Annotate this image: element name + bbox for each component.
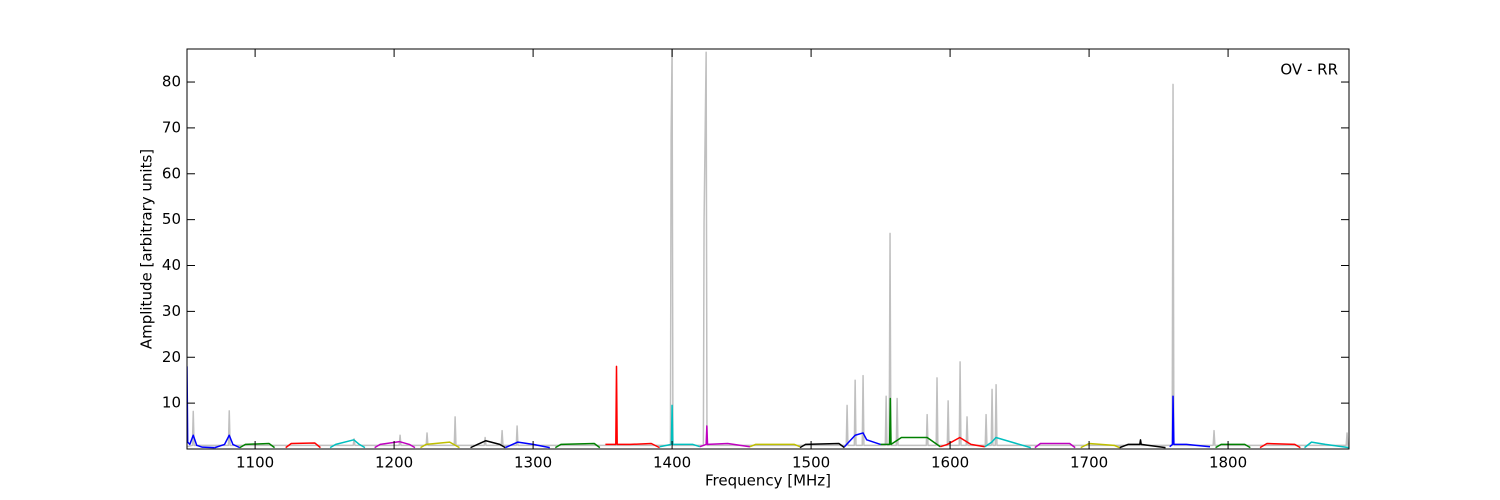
spectrum-line: [420, 441, 460, 449]
x-tick-label: 1100: [236, 454, 274, 472]
spectrum-line: [329, 439, 366, 449]
x-tick-label: 1600: [931, 454, 969, 472]
annotation: OV - RR: [1280, 61, 1338, 79]
y-tick-label: 10: [162, 394, 181, 412]
spectrum-line: [1304, 441, 1349, 449]
spectrum-line: [749, 443, 801, 448]
spectrum-line: [605, 365, 660, 449]
x-tick-label: 1400: [653, 454, 691, 472]
x-axis-label: Frequency [MHz]: [705, 472, 831, 490]
axes-frame: [186, 48, 1350, 450]
spectrum-line: [554, 442, 601, 449]
spectrum-line: [880, 397, 941, 448]
spectrum-line: [504, 441, 550, 449]
y-tick-label: 20: [162, 348, 181, 366]
y-tick-label: 30: [162, 302, 181, 320]
spectrum-line: [214, 434, 241, 449]
x-tick-label: 1800: [1209, 454, 1247, 472]
spectrum-line: [1259, 442, 1301, 449]
spectrum-line: [699, 425, 751, 448]
x-tick-label: 1500: [792, 454, 830, 472]
spectrum-line: [1080, 442, 1120, 449]
spectrum-line: [187, 49, 1349, 448]
y-tick-label: 50: [162, 210, 181, 228]
spectrum-line: [1034, 442, 1076, 449]
y-axis-label: Amplitude [arbitrary units]: [138, 149, 156, 349]
spectrum-line: [374, 440, 416, 449]
y-tick-label: 40: [162, 256, 181, 274]
spectrum-line: [187, 366, 215, 449]
spectrum-line: [799, 442, 845, 449]
x-tick-label: 1700: [1070, 454, 1108, 472]
spectrum-line: [285, 442, 321, 449]
spectrum-line: [940, 436, 985, 448]
spectrum-line: [1169, 395, 1211, 448]
x-tick-label: 1200: [375, 454, 413, 472]
x-tick-label: 1300: [514, 454, 552, 472]
spectrum-line: [843, 432, 881, 448]
y-tick-label: 80: [162, 73, 181, 91]
y-tick-label: 70: [162, 118, 181, 136]
plot-area: [187, 49, 1349, 449]
spectrum-line: [239, 442, 276, 449]
spectrum-line: [984, 436, 1031, 449]
spectrum-line: [659, 404, 701, 448]
spectrum-line: [470, 439, 506, 449]
spectrum-line: [1215, 443, 1251, 449]
y-tick-label: 60: [162, 164, 181, 182]
spectrum-line: [1119, 439, 1166, 449]
